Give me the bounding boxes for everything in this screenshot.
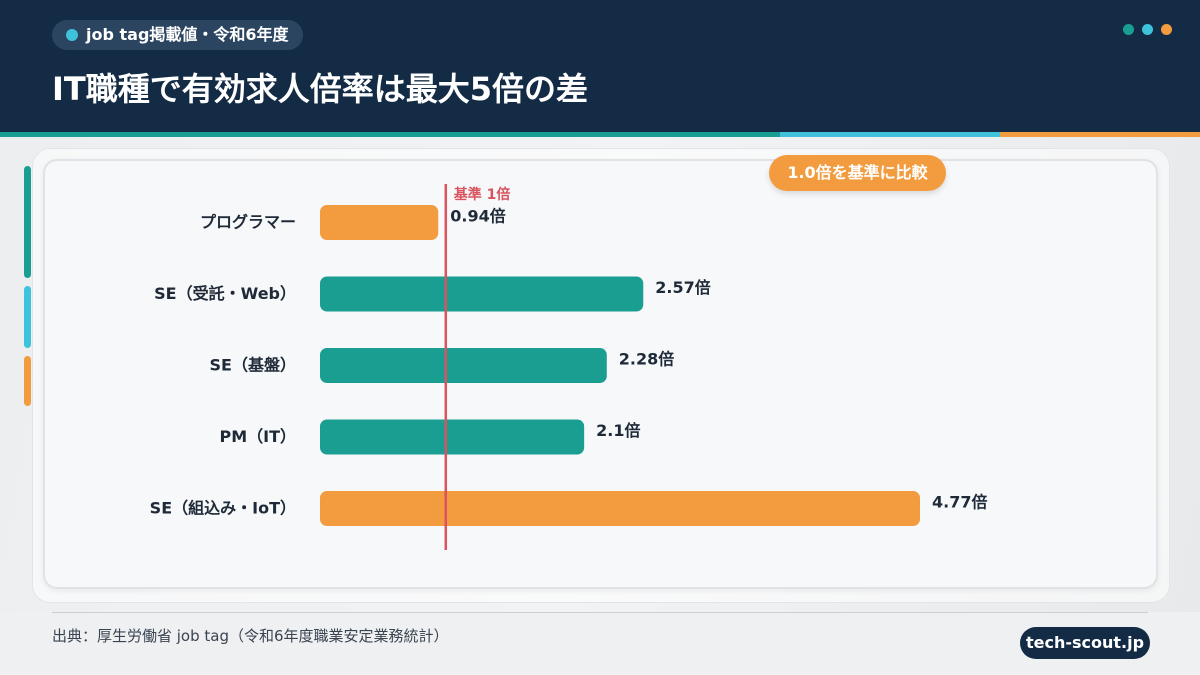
dot-icon-cyan bbox=[1142, 24, 1153, 35]
side-accent-cyan bbox=[24, 286, 31, 348]
page-title: IT職種で有効求人倍率は最大5倍の差 bbox=[52, 70, 589, 108]
category-label: SE（基盤） bbox=[210, 356, 296, 375]
value-label: 2.1倍 bbox=[596, 421, 640, 440]
bar bbox=[320, 276, 644, 312]
bar bbox=[320, 348, 607, 383]
bar bbox=[320, 205, 439, 240]
value-label: 2.57倍 bbox=[655, 278, 710, 297]
value-label: 0.94倍 bbox=[450, 207, 505, 226]
comparison-badge: 1.0倍を基準に比較 bbox=[769, 155, 946, 191]
source-tag-label: job tag掲載値・令和6年度 bbox=[86, 25, 289, 44]
dot-icon-orange bbox=[1161, 24, 1172, 35]
source-note: 出典：厚生労働省 job tag（令和6年度職業安定業務統計） bbox=[52, 627, 449, 645]
side-accent-teal bbox=[24, 166, 31, 278]
footer-divider bbox=[52, 612, 1148, 613]
source-tag: job tag掲載値・令和6年度 bbox=[52, 20, 303, 50]
category-label: SE（組込み・IoT） bbox=[150, 499, 296, 518]
category-label: プログラマー bbox=[200, 213, 296, 232]
decorative-dots bbox=[1115, 24, 1172, 36]
value-label: 2.28倍 bbox=[619, 350, 674, 369]
reference-line-label: 基準 1倍 bbox=[454, 186, 511, 203]
side-accent-orange bbox=[24, 356, 31, 406]
header: job tag掲載値・令和6年度 IT職種で有効求人倍率は最大5倍の差 bbox=[0, 0, 1200, 132]
dot-icon-teal bbox=[1123, 24, 1134, 35]
header-accent-stripe bbox=[0, 132, 1200, 137]
value-label: 4.77倍 bbox=[932, 493, 987, 512]
bar bbox=[320, 419, 585, 455]
bar bbox=[320, 491, 920, 526]
category-label: SE（受託・Web） bbox=[154, 284, 296, 303]
category-label: PM（IT） bbox=[219, 427, 296, 446]
brand-badge: tech-scout.jp bbox=[1020, 627, 1150, 659]
tag-dot-icon bbox=[66, 29, 78, 41]
